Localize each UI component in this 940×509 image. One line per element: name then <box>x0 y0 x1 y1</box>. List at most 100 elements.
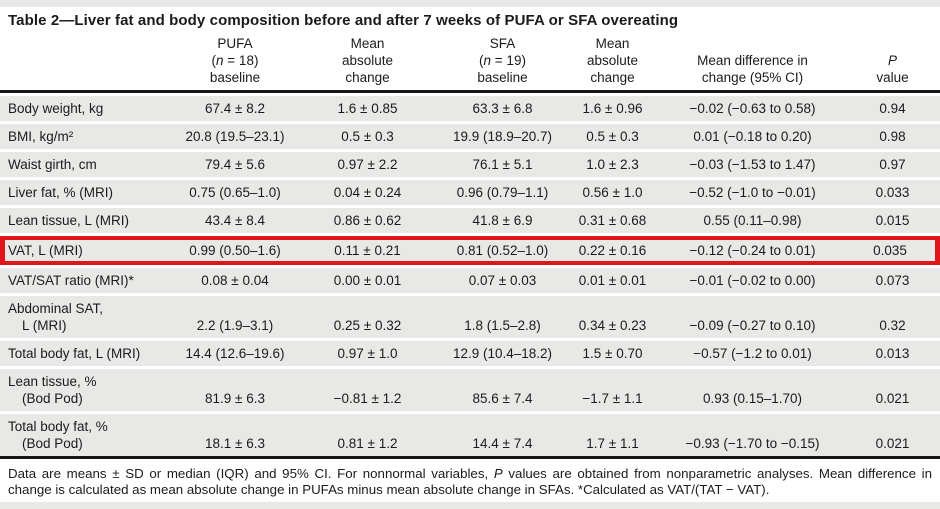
table-cell: 0.073 <box>845 268 940 293</box>
table-cell: 0.01 (−0.18 to 0.20) <box>660 124 845 149</box>
table-cell: 0.32 <box>845 296 940 338</box>
header-row: PUFA (n = 18) baseline Mean absolute change … <box>0 35 940 93</box>
page-margin-top <box>0 0 940 7</box>
table-cell: −1.7 ± 1.1 <box>565 369 660 411</box>
table-cell: 85.6 ± 7.4 <box>440 369 565 411</box>
table-row: Lean tissue, % (Bod Pod) 81.9 ± 6.3 −0.8… <box>0 369 940 411</box>
table-cell: 1.7 ± 1.1 <box>565 414 660 459</box>
table-row-highlighted: VAT, L (MRI) 0.99 (0.50–1.6) 0.11 ± 0.21… <box>0 236 940 265</box>
row-label: VAT, L (MRI) <box>0 236 175 265</box>
table-cell: 19.9 (18.9–20.7) <box>440 124 565 149</box>
table-cell: 0.25 ± 0.32 <box>295 296 440 338</box>
table-cell: 1.8 (1.5–2.8) <box>440 296 565 338</box>
col-header-sfa-change: Mean absolute change <box>565 35 660 93</box>
table-cell: 0.97 ± 1.0 <box>295 341 440 366</box>
table-cell: 0.015 <box>845 208 940 233</box>
table-cell: 0.08 ± 0.04 <box>175 268 295 293</box>
table-row: BMI, kg/m² 20.8 (19.5–23.1) 0.5 ± 0.3 19… <box>0 124 940 149</box>
table-cell: 0.81 ± 1.2 <box>295 414 440 459</box>
table-footnote: Data are means ± SD or median (IQR) and … <box>8 466 932 497</box>
table-cell: 0.033 <box>845 180 940 205</box>
table-cell: 0.021 <box>845 369 940 411</box>
table-cell: 0.93 (0.15–1.70) <box>660 369 845 411</box>
table-cell: 76.1 ± 5.1 <box>440 152 565 177</box>
table-cell: 0.97 ± 2.2 <box>295 152 440 177</box>
table-row: Total body fat, % (Bod Pod) 18.1 ± 6.3 0… <box>0 414 940 459</box>
table-cell: 0.86 ± 0.62 <box>295 208 440 233</box>
table-cell: 0.07 ± 0.03 <box>440 268 565 293</box>
table-cell: 1.6 ± 0.96 <box>565 96 660 121</box>
table-title: Table 2—Liver fat and body composition b… <box>8 12 679 29</box>
table-cell: 81.9 ± 6.3 <box>175 369 295 411</box>
table-row: Lean tissue, L (MRI) 43.4 ± 8.4 0.86 ± 0… <box>0 208 940 233</box>
table-cell: 41.8 ± 6.9 <box>440 208 565 233</box>
row-label: VAT/SAT ratio (MRI)* <box>0 268 175 293</box>
table-cell: −0.09 (−0.27 to 0.10) <box>660 296 845 338</box>
table-cell: 0.5 ± 0.3 <box>295 124 440 149</box>
col-header-sfa-baseline: SFA (n = 19) baseline <box>440 35 565 93</box>
row-label: Liver fat, % (MRI) <box>0 180 175 205</box>
page-margin-bottom <box>0 502 940 509</box>
table-cell: 0.021 <box>845 414 940 459</box>
table-row: Total body fat, L (MRI) 14.4 (12.6–19.6)… <box>0 341 940 366</box>
table-cell: 18.1 ± 6.3 <box>175 414 295 459</box>
table-cell: 0.31 ± 0.68 <box>565 208 660 233</box>
table-row: Abdominal SAT, L (MRI) 2.2 (1.9–3.1) 0.2… <box>0 296 940 338</box>
table-cell: 0.013 <box>845 341 940 366</box>
row-label: Lean tissue, % (Bod Pod) <box>0 369 175 411</box>
table-cell: 0.96 (0.79–1.1) <box>440 180 565 205</box>
table-cell: 0.11 ± 0.21 <box>295 236 440 265</box>
table-cell: −0.52 (−1.0 to −0.01) <box>660 180 845 205</box>
table-cell: 63.3 ± 6.8 <box>440 96 565 121</box>
table-cell: 0.75 (0.65–1.0) <box>175 180 295 205</box>
col-header-mean-difference: Mean difference in change (95% CI) <box>660 35 845 93</box>
table-cell: −0.57 (−1.2 to 0.01) <box>660 341 845 366</box>
row-label: Total body fat, L (MRI) <box>0 341 175 366</box>
table-cell: 67.4 ± 8.2 <box>175 96 295 121</box>
table-header: PUFA (n = 18) baseline Mean absolute change … <box>0 35 940 93</box>
table-cell: 43.4 ± 8.4 <box>175 208 295 233</box>
col-header-pufa-baseline: PUFA (n = 18) baseline <box>175 35 295 93</box>
table-cell: −0.12 (−0.24 to 0.01) <box>660 236 845 265</box>
table-cell: 0.56 ± 1.0 <box>565 180 660 205</box>
table-row: Body weight, kg 67.4 ± 8.2 1.6 ± 0.85 63… <box>0 96 940 121</box>
col-header-pufa-change: Mean absolute change <box>295 35 440 93</box>
table-cell: 0.81 (0.52–1.0) <box>440 236 565 265</box>
table-cell: 0.55 (0.11–0.98) <box>660 208 845 233</box>
table-cell: 0.98 <box>845 124 940 149</box>
col-header-empty <box>0 35 175 93</box>
table-cell: 12.9 (10.4–18.2) <box>440 341 565 366</box>
row-label: Lean tissue, L (MRI) <box>0 208 175 233</box>
table-cell: 0.97 <box>845 152 940 177</box>
row-label: Total body fat, % (Bod Pod) <box>0 414 175 459</box>
table-cell: −0.93 (−1.70 to −0.15) <box>660 414 845 459</box>
table-cell: 14.4 (12.6–19.6) <box>175 341 295 366</box>
data-table: PUFA (n = 18) baseline Mean absolute change … <box>0 32 940 462</box>
table-cell: 14.4 ± 7.4 <box>440 414 565 459</box>
table-cell: 1.5 ± 0.70 <box>565 341 660 366</box>
table-cell: 79.4 ± 5.6 <box>175 152 295 177</box>
table-row: VAT/SAT ratio (MRI)* 0.08 ± 0.04 0.00 ± … <box>0 268 940 293</box>
table-cell: −0.02 (−0.63 to 0.58) <box>660 96 845 121</box>
table-cell: 0.04 ± 0.24 <box>295 180 440 205</box>
table-cell: 0.035 <box>845 236 940 265</box>
table-cell: −0.81 ± 1.2 <box>295 369 440 411</box>
table-cell: 1.6 ± 0.85 <box>295 96 440 121</box>
table-cell: 0.5 ± 0.3 <box>565 124 660 149</box>
table-cell: −0.01 (−0.02 to 0.00) <box>660 268 845 293</box>
row-label: Waist girth, cm <box>0 152 175 177</box>
table-cell: 0.99 (0.50–1.6) <box>175 236 295 265</box>
table-cell: −0.03 (−1.53 to 1.47) <box>660 152 845 177</box>
row-label: BMI, kg/m² <box>0 124 175 149</box>
table-cell: 0.01 ± 0.01 <box>565 268 660 293</box>
table-cell: 0.94 <box>845 96 940 121</box>
row-label: Body weight, kg <box>0 96 175 121</box>
table-cell: 2.2 (1.9–3.1) <box>175 296 295 338</box>
table-cell: 0.00 ± 0.01 <box>295 268 440 293</box>
table-row: Waist girth, cm 79.4 ± 5.6 0.97 ± 2.2 76… <box>0 152 940 177</box>
table-cell: 0.22 ± 0.16 <box>565 236 660 265</box>
table-row: Liver fat, % (MRI) 0.75 (0.65–1.0) 0.04 … <box>0 180 940 205</box>
row-label: Abdominal SAT, L (MRI) <box>0 296 175 338</box>
table-cell: 0.34 ± 0.23 <box>565 296 660 338</box>
